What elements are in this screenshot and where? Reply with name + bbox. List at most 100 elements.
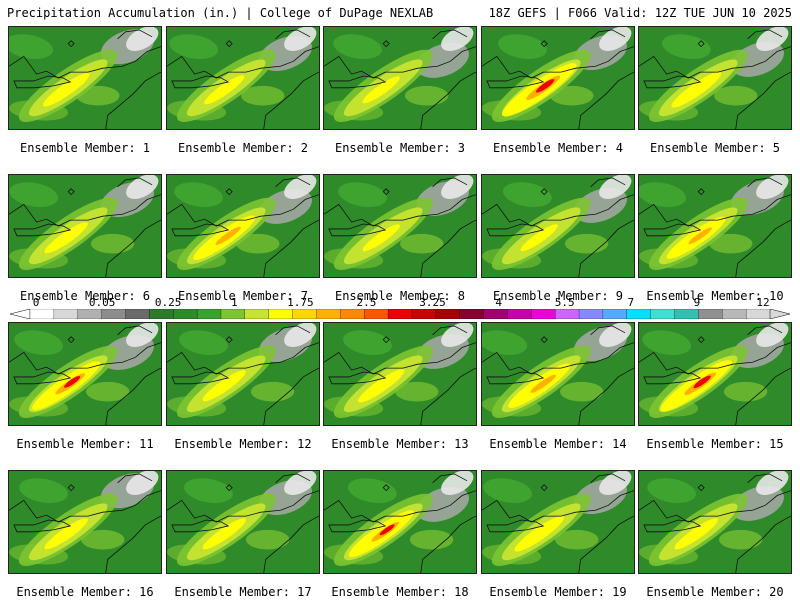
coastline	[105, 515, 161, 573]
ensemble-member-map	[166, 174, 320, 278]
ensemble-member-label: Ensemble Member: 4	[492, 141, 624, 155]
city-marker	[540, 484, 548, 492]
lake-outline	[643, 223, 702, 237]
coastline	[639, 342, 791, 375]
colorbar-min-cap	[10, 309, 31, 319]
city-marker	[697, 40, 705, 48]
colorbar-swatch	[602, 309, 628, 319]
coastline	[432, 29, 468, 40]
coastline	[324, 490, 476, 523]
coastline	[639, 46, 791, 79]
ensemble-member-map	[166, 322, 320, 426]
lake-outline	[643, 519, 702, 533]
colorbar-swatch	[435, 309, 461, 319]
ensemble-member-label: Ensemble Member: 1	[19, 141, 151, 155]
colorbar-swatch	[77, 309, 103, 319]
coastline	[639, 490, 791, 523]
city-marker	[225, 336, 233, 344]
coastline	[324, 46, 476, 79]
coastline	[578, 219, 634, 277]
coastline	[578, 515, 634, 573]
ensemble-member-map	[8, 174, 162, 278]
coastline	[639, 194, 791, 227]
coastline	[167, 342, 319, 375]
colorbar-swatch	[29, 309, 55, 319]
coastline	[747, 29, 783, 40]
coastline	[747, 473, 783, 484]
city-marker	[67, 336, 75, 344]
colorbar-swatch	[387, 309, 413, 319]
coastline	[482, 194, 634, 227]
city-marker	[697, 484, 705, 492]
ensemble-member-map	[8, 470, 162, 574]
colorbar-swatch	[196, 309, 222, 319]
model-run-info: 18Z GEFS | F066 Valid: 12Z TUE JUN 10 20…	[488, 6, 792, 20]
ensemble-member-map	[8, 322, 162, 426]
coastline	[432, 177, 468, 188]
ensemble-member-map	[323, 322, 477, 426]
colorbar-tick-label: 5.5	[554, 296, 575, 309]
ensemble-member-label: Ensemble Member: 6	[19, 289, 151, 303]
coastline	[263, 515, 319, 573]
lake-outline	[328, 223, 387, 237]
coastline	[117, 473, 153, 484]
city-marker	[540, 188, 548, 196]
ensemble-member-map	[323, 174, 477, 278]
coastline	[117, 325, 153, 336]
city-marker	[225, 188, 233, 196]
lake-outline	[643, 371, 702, 385]
ensemble-member-label: Ensemble Member: 19	[489, 585, 627, 599]
city-marker	[540, 40, 548, 48]
coastline	[432, 473, 468, 484]
ensemble-member-map	[481, 174, 635, 278]
coastline	[420, 71, 476, 129]
ensemble-member-map	[166, 26, 320, 130]
colorbar-tick-label: 0	[32, 296, 40, 309]
colorbar-swatch	[292, 309, 317, 319]
colorbar-swatch	[364, 309, 389, 319]
coastline	[275, 177, 311, 188]
colorbar-tick-label: 7	[627, 296, 635, 309]
colorbar-swatch	[268, 309, 294, 319]
ensemble-member-label: Ensemble Member: 14	[489, 437, 627, 451]
city-marker	[382, 336, 390, 344]
ensemble-member-map	[638, 470, 792, 574]
coastline	[263, 219, 319, 277]
colorbar-swatch	[411, 309, 437, 319]
coastline	[263, 71, 319, 129]
ensemble-member-label: Ensemble Member: 18	[331, 585, 469, 599]
city-marker	[225, 484, 233, 492]
lake-outline	[13, 371, 72, 385]
ensemble-member-label: Ensemble Member: 16	[16, 585, 154, 599]
coastline	[578, 71, 634, 129]
coastline	[9, 342, 161, 375]
colorbar-tick-label: 1.75	[287, 296, 314, 309]
ensemble-member-label: Ensemble Member: 11	[16, 437, 154, 451]
coastline	[9, 490, 161, 523]
coastline	[735, 219, 791, 277]
colorbar-swatch	[459, 309, 484, 319]
colorbar-swatch	[698, 309, 723, 319]
ensemble-member-map	[638, 174, 792, 278]
coastline	[167, 194, 319, 227]
ensemble-member-map	[323, 26, 477, 130]
coastline	[324, 342, 476, 375]
city-marker	[67, 484, 75, 492]
city-marker	[67, 40, 75, 48]
coastline	[275, 325, 311, 336]
lake-outline	[13, 519, 72, 533]
ensemble-member-label: Ensemble Member: 9	[492, 289, 624, 303]
coastline	[167, 46, 319, 79]
colorbar-tick-label: 0.25	[154, 296, 182, 309]
ensemble-member-map	[166, 470, 320, 574]
city-marker	[382, 484, 390, 492]
ensemble-member-label: Ensemble Member: 20	[646, 585, 784, 599]
colorbar-tick-label: 3.25	[419, 296, 446, 309]
lake-outline	[13, 223, 72, 237]
colorbar-swatch	[555, 309, 580, 319]
city-marker	[382, 188, 390, 196]
colorbar-tick-label: 2.5	[356, 296, 377, 309]
coastline	[117, 177, 153, 188]
colorbar-tick-label: 1	[230, 296, 238, 309]
coastline	[167, 490, 319, 523]
